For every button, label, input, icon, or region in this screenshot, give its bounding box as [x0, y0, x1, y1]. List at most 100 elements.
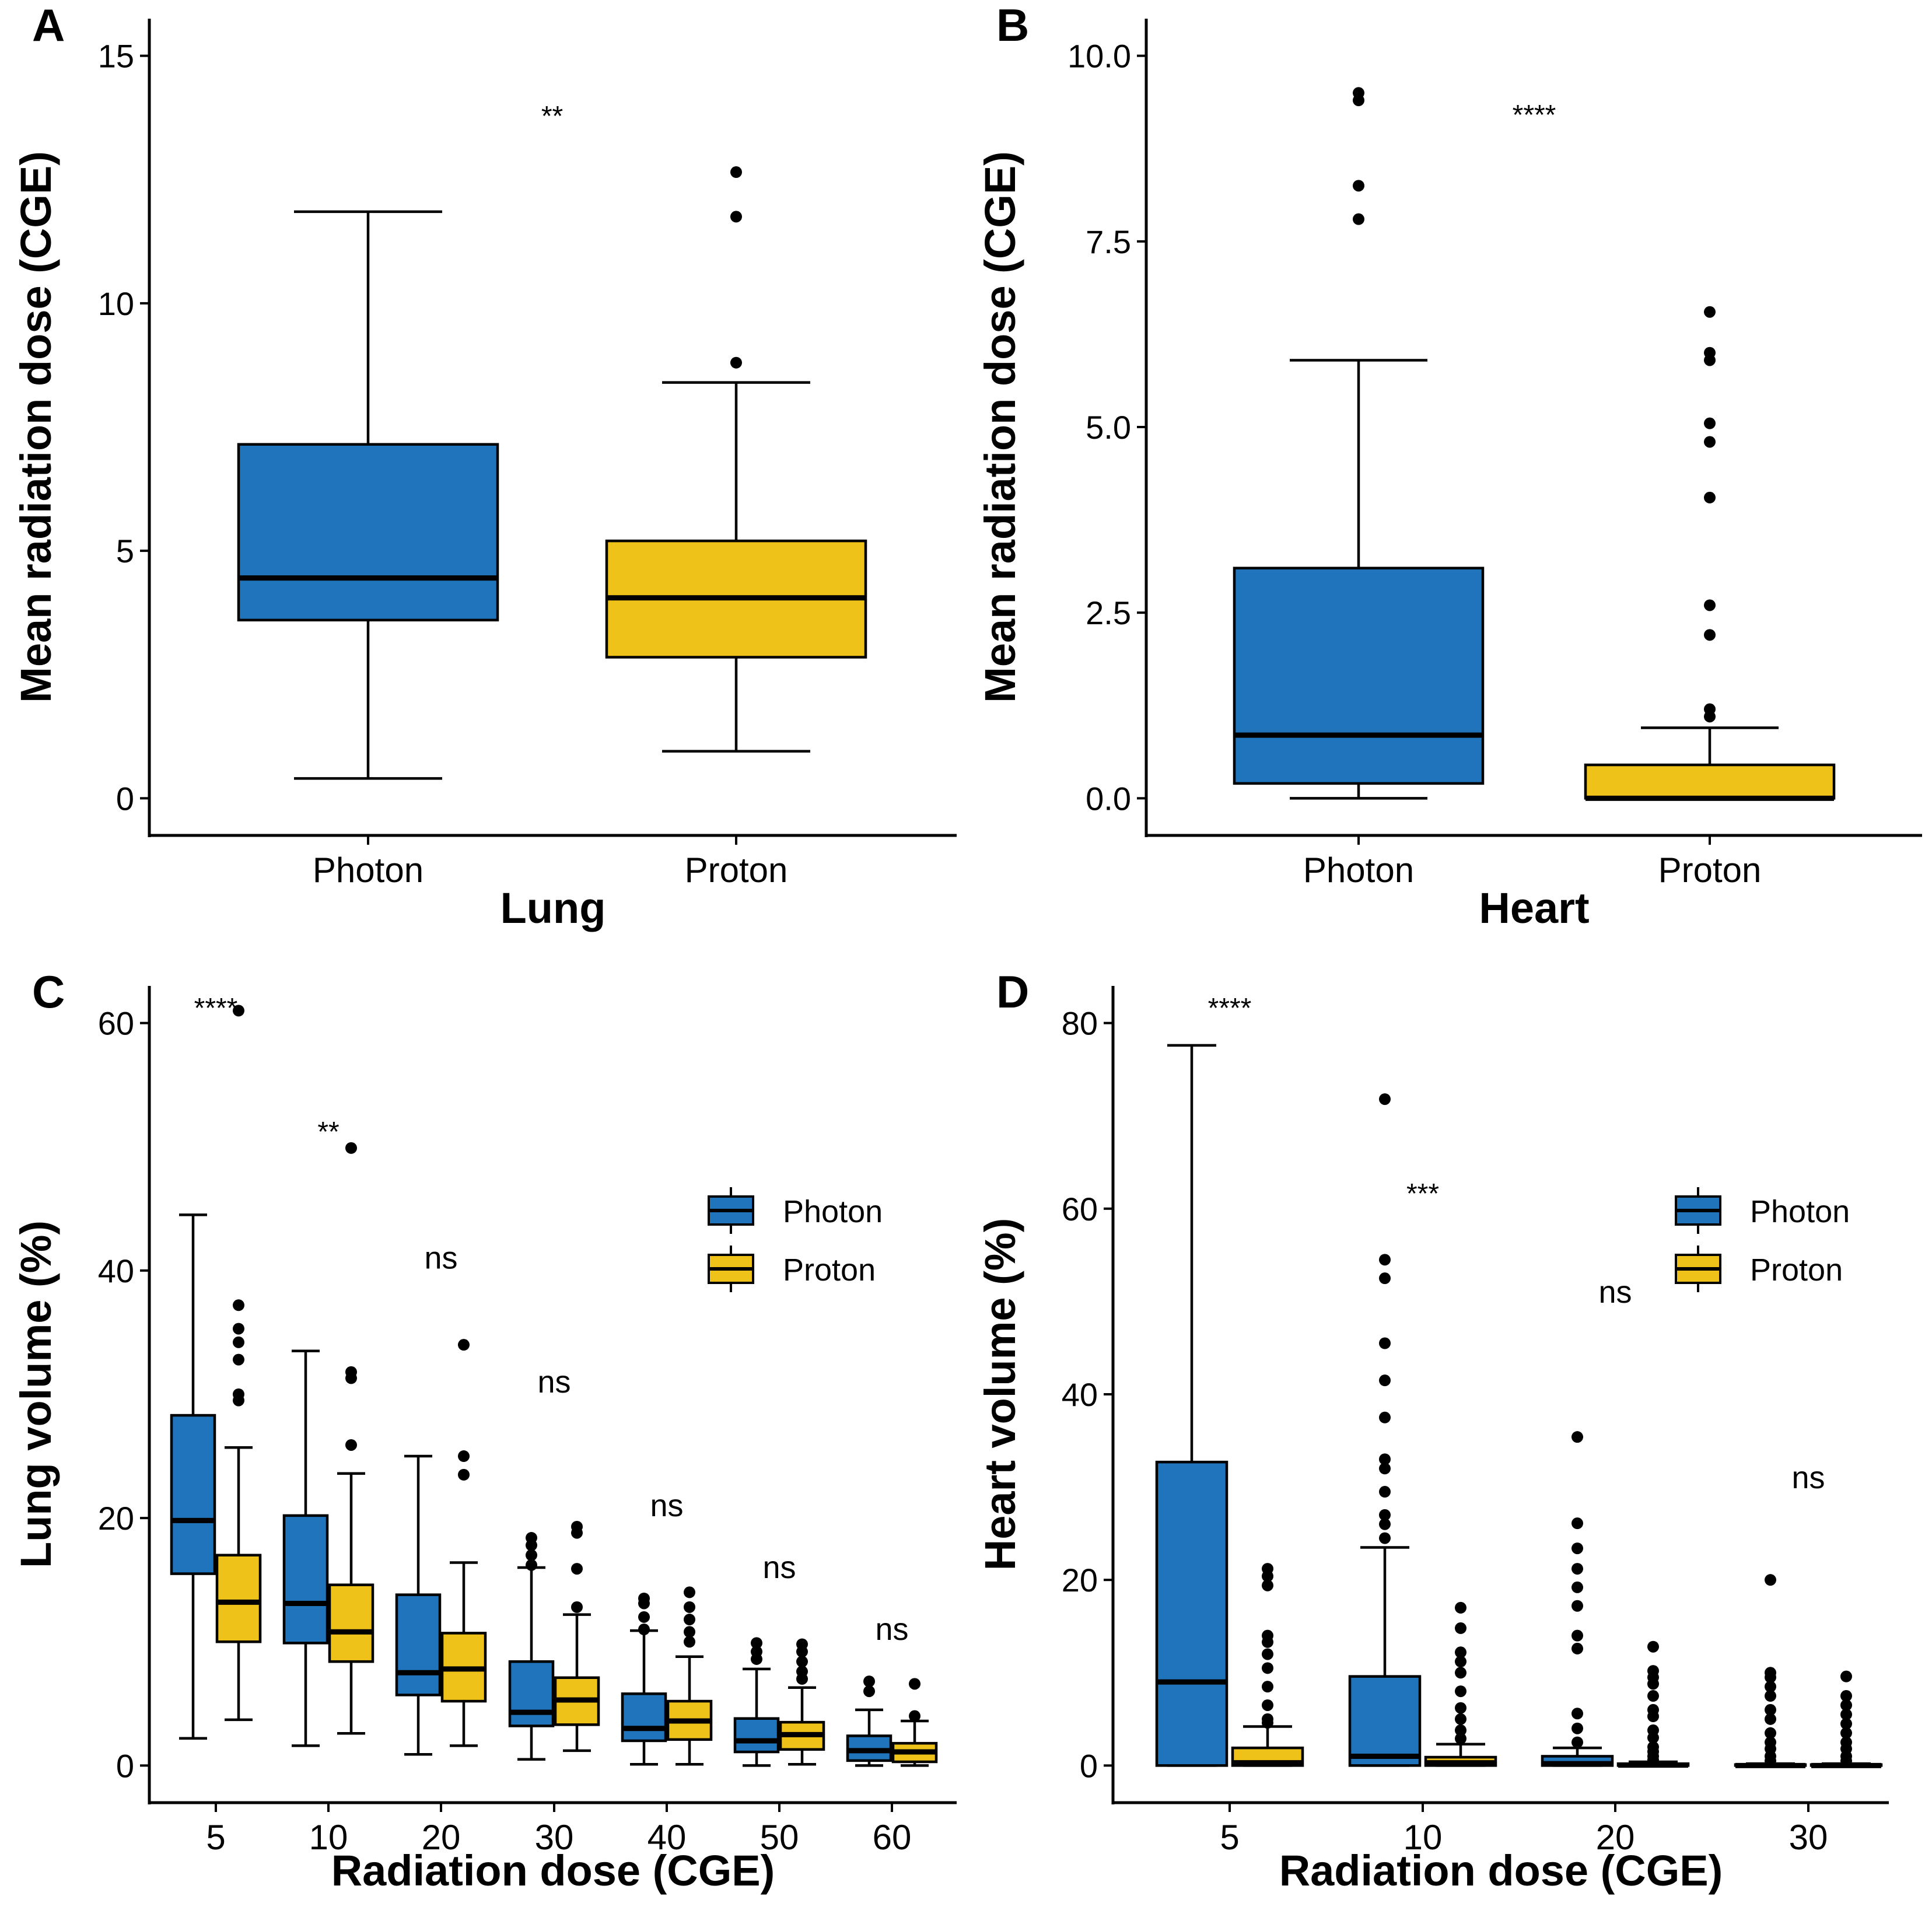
outlier-point — [1455, 1685, 1466, 1698]
outlier-point — [1379, 1463, 1391, 1475]
outlier-point — [1262, 1662, 1273, 1674]
outlier-point — [233, 1005, 244, 1017]
box-proton-30 — [1810, 1670, 1883, 1768]
outlier-point — [1379, 1254, 1391, 1266]
x-tick-label: 10 — [1404, 1818, 1443, 1857]
outlier-point — [1704, 436, 1716, 448]
outlier-point — [345, 1142, 357, 1154]
outlier-point — [1262, 1699, 1273, 1711]
outlier-point — [1704, 629, 1716, 641]
box-photon-50 — [733, 1637, 780, 1767]
outlier-point — [1379, 1453, 1391, 1465]
outlier-point — [1704, 491, 1716, 503]
box-photon-30 — [508, 1532, 555, 1761]
x-tick-label: Photon — [313, 851, 424, 890]
outlier-point — [1379, 1374, 1391, 1387]
outlier-point — [458, 1450, 470, 1463]
x-tick-label: 10 — [309, 1818, 348, 1857]
outlier-point — [1647, 1640, 1659, 1653]
outlier-point — [1765, 1667, 1776, 1679]
y-tick-label: 0.0 — [1086, 780, 1131, 817]
outlier-point — [526, 1559, 537, 1571]
x-tick-label: 30 — [535, 1818, 574, 1857]
box-iqr — [395, 1593, 442, 1696]
box-photon-60 — [846, 1675, 892, 1767]
significance-label: ns — [424, 1241, 457, 1276]
outlier-point — [1647, 1703, 1659, 1716]
x-tick-label: 60 — [873, 1818, 912, 1857]
outlier-point — [1765, 1713, 1776, 1725]
box-photon-5 — [170, 1213, 216, 1740]
outlier-point — [1379, 1509, 1391, 1521]
y-tick-label: 0 — [1080, 1747, 1098, 1784]
outlier-point — [1765, 1703, 1776, 1716]
outlier-point — [1455, 1646, 1466, 1659]
outlier-point — [1572, 1708, 1583, 1720]
outlier-point — [1572, 1431, 1583, 1443]
outlier-point — [1455, 1702, 1466, 1714]
y-tick-label: 2.5 — [1086, 594, 1131, 631]
outlier-point — [730, 356, 742, 369]
outlier-point — [909, 1678, 921, 1690]
box-iqr — [215, 1554, 262, 1643]
significance-label: ns — [1598, 1275, 1632, 1310]
outlier-point — [1647, 1724, 1659, 1736]
box-proton-Proton — [1584, 306, 1836, 801]
x-tick-label: Photon — [1303, 851, 1414, 890]
outlier-point — [1840, 1717, 1852, 1730]
legend-label: Photon — [1750, 1194, 1850, 1229]
box-proton-40 — [666, 1586, 713, 1766]
outlier-point — [1765, 1727, 1776, 1739]
outlier-point — [1840, 1690, 1852, 1702]
outlier-point — [1379, 1093, 1391, 1106]
outlier-point — [233, 1323, 244, 1335]
y-tick-label: 60 — [1062, 1191, 1098, 1227]
box-proton-20 — [1616, 1640, 1690, 1768]
outlier-point — [684, 1626, 695, 1638]
outlier-point — [1572, 1517, 1583, 1530]
outlier-point — [796, 1638, 808, 1650]
outlier-point — [571, 1563, 583, 1575]
box-proton-10 — [328, 1142, 374, 1735]
x-tick-label: 50 — [760, 1818, 799, 1857]
box-iqr — [508, 1660, 555, 1727]
box-proton-50 — [779, 1638, 825, 1766]
outlier-point — [1379, 1486, 1391, 1498]
outlier-point — [1572, 1581, 1583, 1593]
outlier-point — [751, 1646, 762, 1658]
x-tick-label: 30 — [1789, 1818, 1828, 1857]
legend-item-proton: Proton — [1675, 1246, 1843, 1292]
outlier-point — [1840, 1727, 1852, 1739]
box-photon-Photon — [237, 210, 499, 780]
y-axis-title: Lung volume (%) — [12, 1220, 60, 1568]
outlier-point — [1379, 1411, 1391, 1423]
y-tick-label: 0 — [116, 1747, 134, 1784]
box-iqr — [1233, 566, 1485, 785]
outlier-point — [1765, 1681, 1776, 1693]
x-tick-label: Proton — [685, 851, 788, 890]
x-tick-label: 5 — [206, 1818, 225, 1857]
outlier-point — [233, 1353, 244, 1366]
outlier-point — [233, 1336, 244, 1348]
y-tick-label: 10 — [98, 285, 134, 322]
box-proton-5 — [1231, 1563, 1304, 1767]
y-tick-label: 60 — [98, 1005, 134, 1042]
significance-label: *** — [1406, 1178, 1439, 1209]
y-tick-label: 7.5 — [1086, 223, 1131, 260]
box-photon-20 — [395, 1454, 442, 1756]
outlier-point — [1455, 1733, 1466, 1745]
outlier-point — [1262, 1629, 1273, 1642]
panel-A: 0 5 10 15 Photon Proton ** Lung Mean radiation d… — [12, 0, 957, 932]
panel-label: A — [32, 0, 65, 51]
box-proton-20 — [440, 1339, 487, 1747]
box-proton-5 — [215, 1005, 262, 1722]
box-iqr — [1584, 763, 1836, 800]
outlier-point — [1262, 1579, 1273, 1591]
outlier-point — [1704, 417, 1716, 429]
x-tick-label: Proton — [1658, 851, 1762, 890]
y-tick-label: 10.0 — [1068, 38, 1131, 75]
box-proton-10 — [1424, 1601, 1497, 1767]
outlier-point — [638, 1611, 650, 1623]
